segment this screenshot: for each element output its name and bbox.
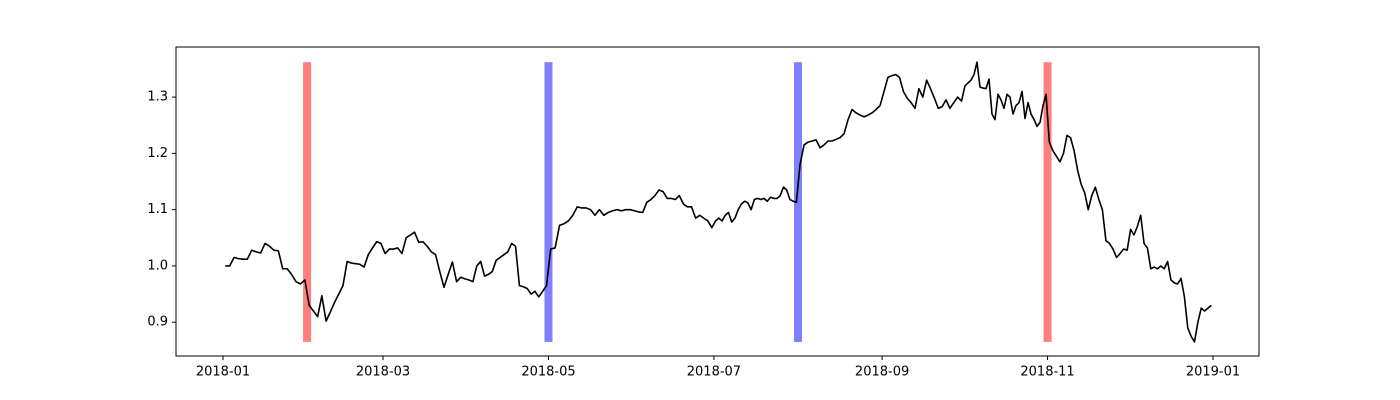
x-tick-label: 2018-07 xyxy=(687,365,741,380)
x-tick-label: 2018-11 xyxy=(1020,365,1074,380)
band xyxy=(303,62,312,342)
y-tick-label: 1.2 xyxy=(147,146,168,161)
x-tick-label: 2018-03 xyxy=(356,365,410,380)
y-tick-label: 1.3 xyxy=(147,90,168,105)
band xyxy=(794,62,803,342)
y-tick-label: 1.1 xyxy=(147,202,168,217)
x-tick-label: 2018-09 xyxy=(855,365,909,380)
band xyxy=(544,62,553,342)
band xyxy=(1043,62,1052,342)
y-tick-label: 0.9 xyxy=(147,315,168,330)
x-tick-label: 2018-05 xyxy=(521,365,575,380)
plot-frame xyxy=(175,46,1260,357)
x-tick-label: 2018-01 xyxy=(196,365,250,380)
x-tick-label: 2019-01 xyxy=(1186,365,1240,380)
data-line xyxy=(225,61,1212,343)
y-tick-label: 1.0 xyxy=(147,258,168,273)
